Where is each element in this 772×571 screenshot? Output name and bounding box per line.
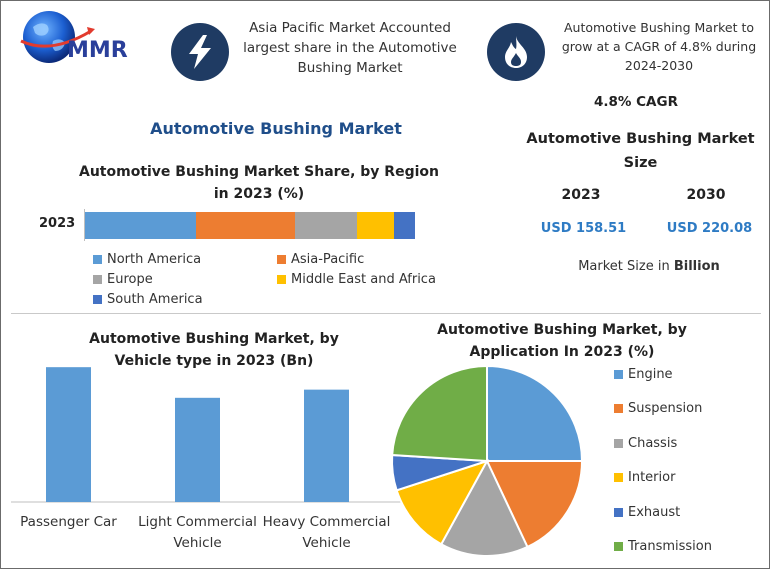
application-legend-item: Transmission xyxy=(614,539,712,554)
application-pie-chart xyxy=(391,364,584,557)
legend-label: South America xyxy=(107,292,203,307)
region-legend-item: Middle East and Africa xyxy=(277,272,436,287)
vehicle-bar-passenger-car xyxy=(46,367,91,502)
legend-label: Transmission xyxy=(628,539,712,554)
vehicle-tick-label-line: Light Commercial xyxy=(138,514,257,530)
pie-slice-transmission xyxy=(391,364,488,463)
size-value-2030: USD 220.08 xyxy=(666,221,753,236)
legend-label: North America xyxy=(107,252,202,267)
legend-label: Interior xyxy=(628,470,676,486)
legend-label: Exhaust xyxy=(628,504,681,520)
market-size-note-prefix: Market Size in xyxy=(578,259,674,274)
market-size-title: Automotive Bushing Market Size xyxy=(526,131,755,171)
legend-label: Suspension xyxy=(628,401,703,417)
application-legend-item: Interior xyxy=(614,470,675,485)
cagr-label: 4.8% CAGR xyxy=(594,94,678,110)
application-legend-item: Exhaust xyxy=(614,505,680,520)
vehicle-tick-label-line: Vehicle xyxy=(173,535,221,551)
region-segment-asia-pacific xyxy=(195,212,295,239)
legend-swatch xyxy=(277,255,286,264)
application-chart-title: Automotive Bushing Market, by Applicatio… xyxy=(437,322,687,360)
size-year-2030: 2030 xyxy=(686,187,726,203)
vehicle-tick-label: Heavy Commercial Vehicle xyxy=(263,514,391,551)
legend-label: Middle East and Africa xyxy=(291,272,436,287)
section-divider xyxy=(11,313,761,314)
pie-slice-chassis xyxy=(439,458,529,557)
flame-icon xyxy=(487,23,545,81)
vehicle-bar-light-commercial-vehicle xyxy=(175,397,220,502)
pie-slice-suspension xyxy=(485,460,584,549)
application-legend-item: Engine xyxy=(614,367,673,382)
region-segment-south-america xyxy=(393,212,415,239)
region-axis-category: 2023 xyxy=(39,216,76,231)
size-year-2023: 2023 xyxy=(561,187,601,203)
region-segment-north-america xyxy=(85,212,196,239)
legend-swatch xyxy=(614,370,623,379)
legend-swatch xyxy=(614,542,623,551)
legend-label: Asia-Pacific xyxy=(291,252,365,267)
legend-swatch xyxy=(614,404,623,414)
vehicle-tick-label-line: Passenger Car xyxy=(20,514,117,530)
legend-swatch xyxy=(614,507,623,517)
pie-slice-engine xyxy=(486,364,584,462)
region-legend-item: North America xyxy=(93,252,201,267)
header-right-note: Automotive Bushing Market to grow at a C… xyxy=(561,20,757,73)
pie-slice-interior xyxy=(395,459,490,546)
main-title: Automotive Bushing Market xyxy=(150,119,402,138)
legend-swatch xyxy=(277,275,286,284)
region-segment-middle-east-and-africa xyxy=(357,212,394,239)
lightning-icon xyxy=(171,23,229,81)
legend-label: Europe xyxy=(107,272,153,287)
market-size-note-unit: Billion xyxy=(673,259,720,274)
region-segment-europe xyxy=(294,212,358,239)
legend-swatch xyxy=(614,473,623,483)
legend-label: Engine xyxy=(628,367,673,382)
legend-swatch xyxy=(614,438,623,448)
vehicle-tick-label: Passenger Car xyxy=(20,514,117,530)
application-legend-item: Chassis xyxy=(614,436,677,451)
legend-swatch xyxy=(93,275,102,284)
region-chart-title: Automotive Bushing Market Share, by Regi… xyxy=(79,164,439,202)
region-legend-item: South America xyxy=(93,292,203,307)
header-left-note: Asia Pacific Market Accounted largest sh… xyxy=(243,20,457,76)
vehicle-tick-label-line: Vehicle xyxy=(302,535,350,551)
legend-swatch xyxy=(93,255,102,264)
vehicle-chart-title: Automotive Bushing Market, by Vehicle ty… xyxy=(89,331,339,369)
region-legend-item: Asia-Pacific xyxy=(277,252,364,267)
size-value-2023: USD 158.51 xyxy=(540,221,627,236)
globe-logo-icon: MMR xyxy=(20,11,128,63)
logo-text: MMR xyxy=(67,38,128,63)
region-axis-line xyxy=(84,209,85,241)
legend-label: Chassis xyxy=(628,435,678,451)
application-legend-item: Suspension xyxy=(614,401,702,416)
vehicle-tick-label-line: Heavy Commercial xyxy=(263,514,391,530)
vehicle-tick-label: Light Commercial Vehicle xyxy=(138,514,257,551)
region-legend-item: Europe xyxy=(93,272,153,287)
market-size-note: Market Size in Billion xyxy=(549,259,749,274)
region-stacked-bar xyxy=(85,212,415,239)
legend-swatch xyxy=(93,295,102,304)
mmr-logo: MMR xyxy=(11,7,161,67)
vehicle-bar-chart: Passenger Car Light Commercial VehicleHeav… xyxy=(11,367,401,551)
vehicle-bar-heavy-commercial-vehicle xyxy=(304,389,349,502)
